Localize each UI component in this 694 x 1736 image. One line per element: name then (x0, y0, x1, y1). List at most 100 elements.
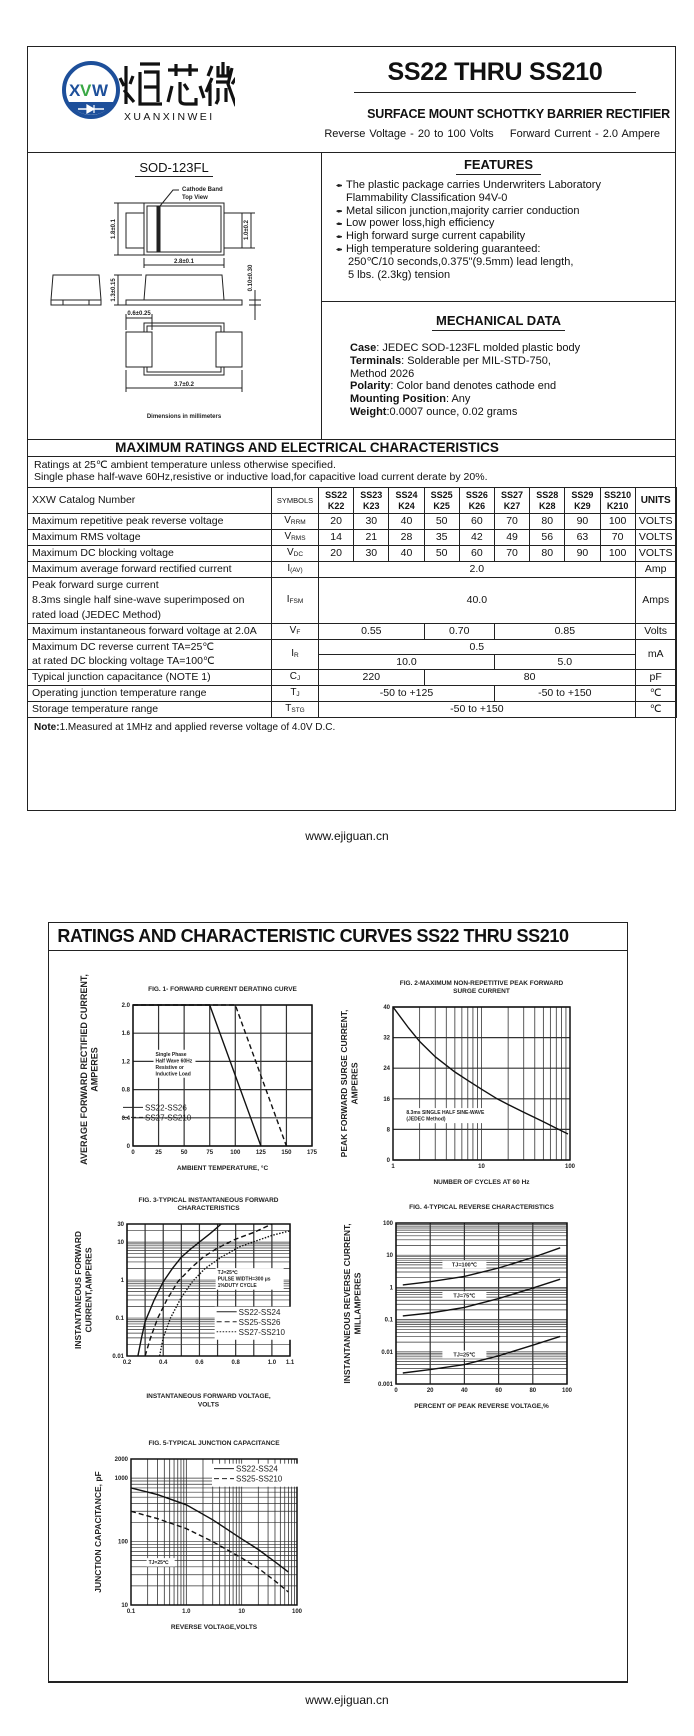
series-line-1 (402, 1247, 561, 1286)
x-tick-label: 1.0 (268, 1360, 277, 1366)
title-underline (354, 92, 636, 93)
table-note: Note:1.Measured at 1MHz and applied reve… (34, 722, 336, 733)
top-view-label: Top View (182, 195, 208, 201)
table-row: Maximum DC reverse current TA=25℃ IR 0.5 mA (27, 639, 677, 670)
y-axis-label: AVERAGE FORWARD RECTIFIED CURRENT, (79, 974, 89, 1165)
chart-annotation: PULSE WIDTH=300 μs (218, 1277, 271, 1283)
footer-url[interactable]: www.ejiguan.cn (305, 829, 389, 843)
table-row: Storage temperature range TSTG -50 to +150… (27, 701, 677, 718)
x-axis-label: NUMBER OF CYCLES AT 60 Hz (433, 1179, 530, 1186)
features-title: FEATURES (321, 157, 676, 175)
y-tick-label: 1000 (115, 1476, 129, 1482)
chart-title: CHARACTERISTICS (177, 1205, 240, 1212)
value-cell: 100 (599, 545, 636, 562)
legend-entry: SS22-SS24 (236, 1465, 278, 1474)
y-tick-label: 0 (387, 1158, 391, 1164)
mechanical-data: Case: JEDEC SOD-123FL molded plastic bod… (350, 342, 581, 418)
x-axis-label: VOLTS (198, 1402, 220, 1409)
headline-ratings: Reverse Voltage - 20 to 100 Volts Forwar… (290, 128, 660, 140)
x-tick-label: 1.0 (182, 1609, 191, 1615)
x-tick-label: 50 (181, 1150, 188, 1156)
chart-annotation: 8.3ms SINGLE HALF SINE-WAVE (406, 1110, 485, 1116)
electrical-characteristics-table: XXW Catalog Number SYMBOLS SS22 K22 SS23 K23 S… (27, 487, 677, 718)
column-header: XXW Catalog Number (27, 487, 272, 514)
package-name: SOD-123FL (27, 160, 321, 177)
annotation-background (215, 1268, 284, 1290)
feature-item: Low power loss,high efficiency (335, 217, 670, 230)
chart-3 (126, 1223, 310, 1357)
y-tick-label: 0.01 (381, 1350, 393, 1356)
table-row: Peak forward surge current 8.3ms single h… (27, 577, 677, 624)
company-logo: X V W XUANXINWEI (62, 61, 235, 123)
dim-thickness: 1.3±0.15 (111, 278, 117, 302)
legend-entry: SS25-SS210 (236, 1475, 283, 1484)
x-tick-label: 10 (478, 1164, 485, 1170)
y-axis-label: AMPERES (90, 1047, 100, 1092)
part-number-header: SS23 K23 (353, 487, 390, 514)
y-tick-label: 1 (121, 1278, 125, 1284)
series-line-1 (130, 1487, 289, 1573)
y-axis-label: JUNCTION CAPACITANCE, pF (93, 1471, 103, 1593)
y-tick-label: 1.2 (122, 1059, 131, 1065)
y-axis-label: CURRENT,AMPERES (84, 1247, 94, 1332)
table-row: Maximum instantaneous forward voltage at… (27, 623, 677, 640)
series-line-1 (392, 1006, 569, 1135)
dim-height: 1.8±0.1 (111, 218, 117, 239)
chart-annotation: Inductive Load (155, 1071, 190, 1077)
chart-annotation: TJ=25℃ (149, 1559, 169, 1566)
y-axis-label: INSTANTANEOUS FORWARD (73, 1231, 83, 1349)
feature-item: The plastic package carries Underwriters… (335, 179, 670, 205)
y-tick-label: 0.1 (385, 1318, 394, 1324)
x-tick-label: 20 (427, 1388, 434, 1394)
divider (27, 152, 676, 153)
value-cell: -50 to +150 (493, 685, 636, 702)
dim-lead-width: 1.0±0.2 (244, 219, 250, 240)
chart-4 (395, 1222, 568, 1385)
x-tick-label: 0 (394, 1388, 398, 1394)
footer-url-page-2[interactable]: www.ejiguan.cn (305, 1693, 389, 1707)
symbol-cell: IR (271, 639, 319, 670)
chart-annotation: Single Phase (155, 1052, 186, 1058)
dim-lead-thickness: 0.10±0.30 (248, 264, 254, 291)
y-tick-label: 10 (117, 1240, 124, 1246)
series-line-3 (402, 1335, 561, 1374)
x-tick-label: 0.2 (123, 1360, 132, 1366)
y-axis-label: MILLAMPERES (353, 1272, 363, 1334)
forward-current-label: Forward Current - (509, 128, 599, 140)
annotation-background (146, 1558, 175, 1567)
unit-cell: VOLTS (634, 529, 677, 546)
unit-cell: ℃ (634, 685, 677, 702)
x-axis-label: AMBIENT TEMPERATURE, °C (177, 1164, 269, 1172)
cathode-band-label: Cathode Band (182, 187, 223, 193)
curves-title: RATINGS AND CHARACTERISTIC CURVES SS22 T… (48, 922, 628, 951)
legend-entry: SS22-SS24 (239, 1308, 281, 1317)
reverse-voltage-value: 20 to 100 Volts (417, 128, 494, 140)
table-row: Operating junction temperature range TJ -5… (27, 685, 677, 702)
y-tick-label: 100 (383, 1221, 394, 1227)
table-row: Typical junction capacitance (NOTE 1) CJ 2… (27, 669, 677, 686)
value-cell: 40.0 (318, 577, 636, 624)
datasheet-page-2 (48, 922, 628, 1683)
symbol-cell: IFSM (271, 577, 319, 624)
value-cell: -50 to +150 (318, 701, 636, 718)
x-tick-label: 40 (461, 1388, 468, 1394)
feature-item: High forward surge current capability (335, 230, 670, 243)
x-tick-label: 1 (391, 1164, 395, 1170)
series-line-2 (402, 1278, 561, 1317)
forward-current-value: 2.0 Ampere (602, 128, 660, 140)
datasheet-page-1 (27, 46, 676, 811)
x-axis-label: REVERSE VOLTAGE,VOLTS (171, 1624, 258, 1631)
annotation-background (153, 1049, 196, 1078)
dim-total-length: 3.7±0.2 (174, 382, 195, 388)
y-tick-label: 16 (383, 1097, 390, 1103)
y-tick-label: 10 (121, 1603, 128, 1609)
x-tick-label: 10 (238, 1609, 245, 1615)
chart-title: FIG. 1- FORWARD CURRENT DERATING CURVE (148, 986, 297, 993)
x-tick-label: 80 (529, 1388, 536, 1394)
x-tick-label: 0.4 (159, 1360, 168, 1366)
chart-2 (392, 1006, 571, 1161)
y-tick-label: 100 (118, 1540, 129, 1546)
dim-pad: 0.6±0.25 (127, 311, 151, 317)
plot-frame (130, 1458, 298, 1606)
